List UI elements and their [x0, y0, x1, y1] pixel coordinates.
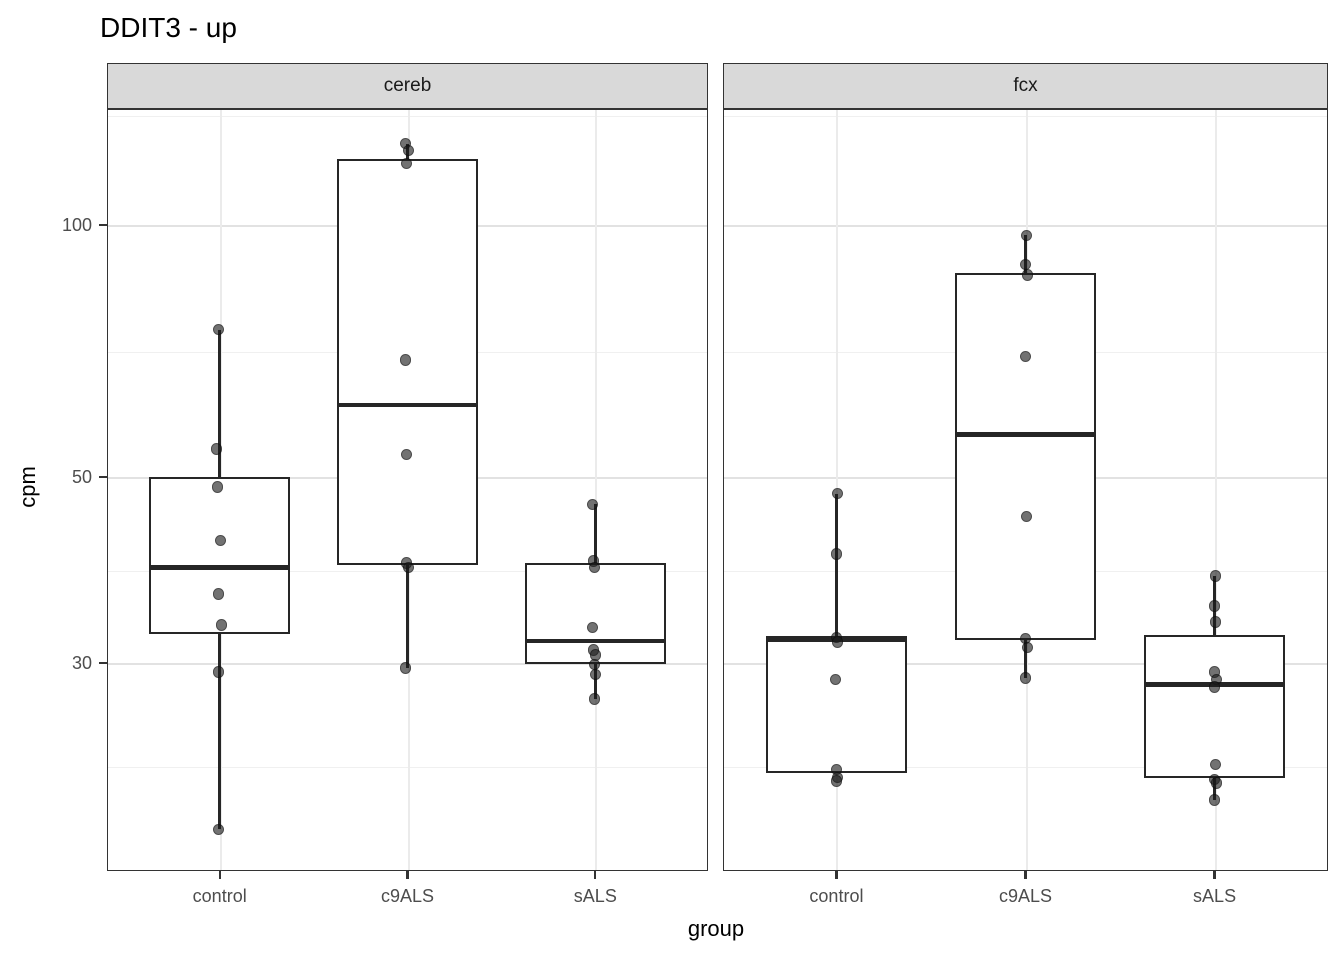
x-tick-mark — [594, 871, 597, 879]
boxplot-box — [1143, 635, 1286, 778]
x-tick-mark — [406, 871, 409, 879]
x-tick-label: c9ALS — [380, 886, 435, 906]
upper-whisker — [594, 504, 597, 564]
facet-strip-label: fcx — [1013, 75, 1038, 96]
jitter-point — [1020, 510, 1033, 523]
y-tick-label: 50 — [71, 467, 92, 488]
jitter-point — [1209, 758, 1222, 771]
chart-title: DDIT3 - up — [100, 12, 237, 43]
jitter-point — [212, 823, 225, 836]
y-tick-mark — [99, 476, 107, 479]
lower-whisker — [406, 564, 409, 669]
facet-strip-label: cereb — [383, 75, 432, 96]
jitter-point — [1209, 570, 1222, 582]
jitter-point — [830, 775, 843, 787]
jitter-point — [399, 662, 412, 674]
jitter-point — [212, 588, 225, 600]
jitter-point — [588, 561, 601, 574]
median-line — [149, 565, 291, 570]
jitter-point — [400, 448, 413, 461]
jitter-point — [831, 487, 844, 500]
jitter-point — [1021, 641, 1034, 654]
jitter-point — [402, 561, 415, 574]
y-tick-mark — [99, 223, 107, 226]
jitter-point — [588, 693, 601, 705]
x-gridline — [1214, 110, 1217, 870]
jitter-point — [1019, 350, 1032, 363]
x-tick-label: c9ALS — [998, 886, 1053, 906]
jitter-point — [399, 354, 412, 366]
median-line — [524, 638, 666, 644]
lower-whisker — [218, 634, 221, 830]
jitter-point — [214, 534, 227, 547]
jitter-point — [1021, 269, 1034, 281]
jitter-point — [829, 673, 842, 686]
x-tick-mark — [1024, 871, 1027, 879]
x-tick-mark — [835, 871, 838, 879]
upper-whisker — [1024, 235, 1027, 273]
jitter-point — [831, 636, 844, 648]
x-axis-title: group — [687, 916, 745, 941]
jitter-point — [1208, 600, 1221, 612]
x-tick-label: control — [192, 886, 247, 906]
x-tick-label: control — [809, 886, 864, 906]
median-line — [954, 432, 1097, 437]
jitter-point — [400, 157, 413, 170]
lower-whisker — [1213, 777, 1216, 800]
y-tick-label: 30 — [71, 653, 92, 674]
jitter-point — [212, 323, 225, 336]
jitter-point — [1208, 794, 1221, 806]
jitter-point — [211, 481, 224, 493]
jitter-point — [210, 443, 223, 455]
median-line — [337, 402, 478, 408]
lower-whisker — [1024, 639, 1027, 679]
lower-whisker — [594, 664, 597, 699]
jitter-point — [402, 144, 415, 157]
jitter-point — [830, 548, 843, 560]
y-tick-mark — [99, 662, 107, 665]
jitter-point — [586, 498, 599, 511]
boxplot-box — [765, 636, 908, 773]
jitter-point — [1208, 681, 1221, 693]
upper-whisker — [218, 329, 221, 478]
boxplot-box — [954, 272, 1097, 640]
x-tick-label: sALS — [573, 886, 617, 906]
x-tick-mark — [1213, 871, 1216, 879]
jitter-point — [589, 668, 602, 680]
jitter-point — [1020, 229, 1033, 241]
upper-whisker — [835, 493, 838, 637]
x-tick-mark — [218, 871, 221, 879]
y-tick-label: 100 — [61, 214, 92, 235]
facet-strip-cereb: cereb — [107, 63, 708, 109]
jitter-point — [1019, 672, 1032, 684]
facet-strip-fcx: fcx — [723, 63, 1328, 109]
jitter-point — [1210, 777, 1223, 789]
boxplot-box — [149, 477, 291, 635]
jitter-point — [1209, 616, 1222, 628]
y-axis-title: cpm — [15, 466, 40, 508]
jitter-point — [586, 621, 599, 634]
x-gridline — [595, 110, 598, 870]
jitter-point — [215, 619, 228, 631]
x-tick-label: sALS — [1193, 886, 1237, 906]
jitter-point — [212, 666, 225, 678]
